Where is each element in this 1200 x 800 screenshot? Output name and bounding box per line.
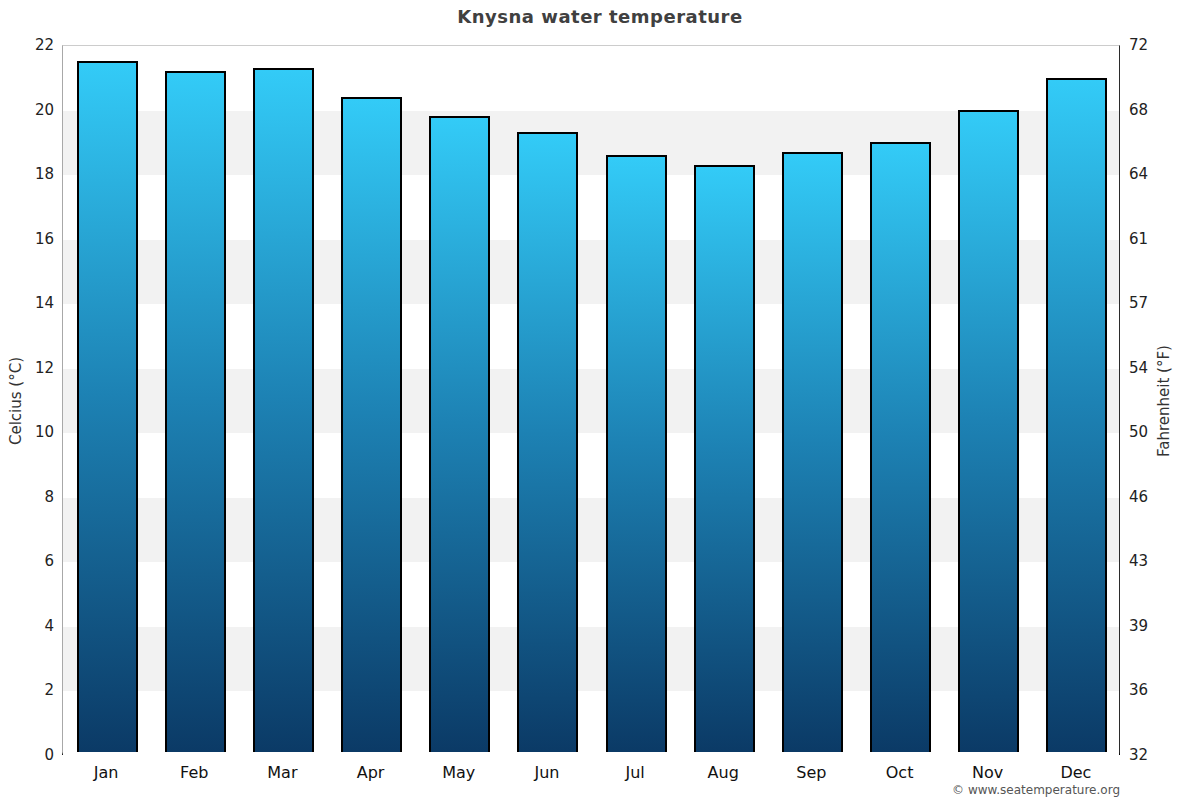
copyright-credit[interactable]: © www.seatemperature.org	[952, 783, 1120, 797]
celsius-tick-20: 20	[4, 101, 54, 119]
x-label-mar: Mar	[238, 763, 326, 782]
celsius-tick-0: 0	[4, 746, 54, 764]
celsius-tick-6: 6	[4, 552, 54, 570]
x-label-may: May	[415, 763, 503, 782]
fahrenheit-tick-68: 68	[1129, 101, 1179, 119]
x-label-apr: Apr	[327, 763, 415, 782]
celsius-tick-10: 10	[4, 423, 54, 441]
bar-aug[interactable]	[694, 165, 755, 752]
bar-dec[interactable]	[1046, 78, 1107, 753]
fahrenheit-tick-43: 43	[1129, 552, 1179, 570]
bar-jul[interactable]	[606, 155, 667, 752]
bar-may[interactable]	[429, 116, 490, 752]
bar-feb[interactable]	[165, 71, 226, 752]
fahrenheit-tick-64: 64	[1129, 165, 1179, 183]
x-label-jul: Jul	[591, 763, 679, 782]
water-temperature-chart: Knysna water temperature Celcius (°C) Fa…	[0, 0, 1200, 800]
plot-area	[62, 45, 1120, 755]
fahrenheit-tick-46: 46	[1129, 488, 1179, 506]
chart-title: Knysna water temperature	[0, 6, 1200, 27]
celsius-tick-16: 16	[4, 230, 54, 248]
fahrenheit-tick-72: 72	[1129, 36, 1179, 54]
celsius-tick-2: 2	[4, 681, 54, 699]
fahrenheit-tick-39: 39	[1129, 617, 1179, 635]
bar-jun[interactable]	[517, 132, 578, 752]
bar-oct[interactable]	[870, 142, 931, 752]
bar-nov[interactable]	[958, 110, 1019, 752]
fahrenheit-tick-32: 32	[1129, 746, 1179, 764]
bar-jan[interactable]	[77, 61, 138, 752]
celsius-tick-12: 12	[4, 359, 54, 377]
bar-apr[interactable]	[341, 97, 402, 752]
x-label-sep: Sep	[767, 763, 855, 782]
x-label-nov: Nov	[944, 763, 1032, 782]
x-label-oct: Oct	[856, 763, 944, 782]
celsius-tick-4: 4	[4, 617, 54, 635]
celsius-tick-22: 22	[4, 36, 54, 54]
bar-mar[interactable]	[253, 68, 314, 752]
fahrenheit-tick-36: 36	[1129, 681, 1179, 699]
fahrenheit-tick-61: 61	[1129, 230, 1179, 248]
x-label-feb: Feb	[150, 763, 238, 782]
bar-sep[interactable]	[782, 152, 843, 752]
fahrenheit-tick-57: 57	[1129, 294, 1179, 312]
x-label-aug: Aug	[679, 763, 767, 782]
fahrenheit-tick-50: 50	[1129, 423, 1179, 441]
celsius-tick-14: 14	[4, 294, 54, 312]
celsius-tick-18: 18	[4, 165, 54, 183]
celsius-tick-8: 8	[4, 488, 54, 506]
fahrenheit-tick-54: 54	[1129, 359, 1179, 377]
x-label-jan: Jan	[62, 763, 150, 782]
x-label-jun: Jun	[503, 763, 591, 782]
x-label-dec: Dec	[1032, 763, 1120, 782]
